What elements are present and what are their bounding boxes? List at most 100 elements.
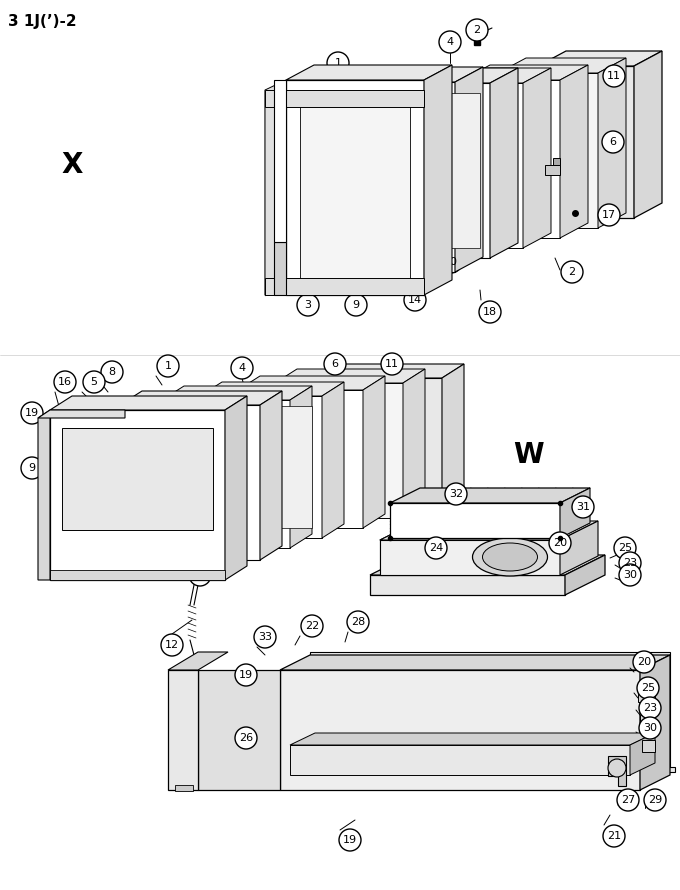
Polygon shape	[265, 80, 286, 295]
Polygon shape	[38, 410, 50, 580]
Text: 12: 12	[165, 640, 179, 650]
Polygon shape	[506, 144, 516, 174]
Ellipse shape	[483, 543, 537, 571]
Polygon shape	[462, 80, 560, 238]
Polygon shape	[38, 410, 125, 418]
Text: 7: 7	[294, 85, 301, 95]
Text: 22: 22	[305, 621, 319, 631]
Polygon shape	[50, 570, 225, 580]
Circle shape	[637, 677, 659, 699]
Polygon shape	[275, 383, 403, 518]
Polygon shape	[198, 670, 280, 790]
Polygon shape	[380, 540, 560, 575]
Polygon shape	[428, 83, 523, 248]
Polygon shape	[498, 58, 626, 73]
Polygon shape	[538, 51, 662, 66]
Text: 15: 15	[193, 570, 207, 580]
Text: W: W	[513, 441, 543, 469]
Text: 14: 14	[408, 295, 422, 305]
Circle shape	[603, 825, 625, 847]
Text: 30: 30	[623, 570, 637, 580]
Circle shape	[619, 552, 641, 574]
Text: 23: 23	[623, 558, 637, 568]
Polygon shape	[200, 396, 322, 538]
Text: X: X	[61, 151, 83, 179]
Text: 27: 27	[621, 795, 635, 805]
Circle shape	[324, 353, 346, 375]
Polygon shape	[523, 68, 551, 248]
Circle shape	[347, 611, 369, 633]
Circle shape	[639, 717, 661, 739]
Polygon shape	[638, 690, 655, 702]
Circle shape	[83, 371, 105, 393]
Polygon shape	[168, 670, 198, 790]
Circle shape	[381, 353, 403, 375]
Polygon shape	[390, 83, 490, 258]
Circle shape	[608, 759, 626, 777]
Polygon shape	[286, 65, 452, 80]
Polygon shape	[120, 391, 282, 405]
Circle shape	[549, 532, 571, 554]
Text: 2: 2	[473, 25, 481, 35]
Polygon shape	[290, 733, 655, 745]
Text: 31: 31	[576, 502, 590, 512]
Polygon shape	[400, 93, 480, 248]
Polygon shape	[403, 369, 425, 518]
Polygon shape	[428, 68, 551, 83]
Circle shape	[301, 615, 323, 637]
Text: 9: 9	[352, 300, 360, 310]
Polygon shape	[424, 65, 452, 295]
Polygon shape	[355, 225, 368, 235]
Polygon shape	[310, 652, 670, 772]
Polygon shape	[286, 80, 424, 295]
Polygon shape	[238, 390, 363, 528]
Circle shape	[479, 301, 501, 323]
Polygon shape	[642, 740, 655, 752]
Text: 8: 8	[108, 367, 116, 377]
Circle shape	[425, 537, 447, 559]
Polygon shape	[312, 364, 464, 378]
Polygon shape	[260, 391, 282, 560]
Circle shape	[614, 537, 636, 559]
Circle shape	[201, 534, 223, 556]
Circle shape	[101, 361, 123, 383]
Text: 19: 19	[25, 408, 39, 418]
Text: 11: 11	[385, 359, 399, 369]
Polygon shape	[300, 94, 410, 281]
Polygon shape	[200, 382, 344, 396]
Polygon shape	[280, 670, 640, 790]
Circle shape	[345, 294, 367, 316]
Polygon shape	[265, 90, 424, 107]
Circle shape	[21, 457, 43, 479]
Polygon shape	[290, 745, 630, 775]
Circle shape	[572, 496, 594, 518]
Polygon shape	[275, 369, 425, 383]
Polygon shape	[455, 67, 483, 272]
Polygon shape	[634, 51, 662, 218]
Polygon shape	[390, 488, 590, 503]
Polygon shape	[345, 82, 455, 272]
Text: 11: 11	[607, 71, 621, 81]
Polygon shape	[225, 396, 247, 580]
Circle shape	[602, 131, 624, 153]
Text: 16: 16	[58, 377, 72, 387]
Circle shape	[404, 289, 426, 311]
Polygon shape	[640, 715, 655, 727]
Text: 19: 19	[343, 835, 357, 845]
Circle shape	[339, 829, 361, 851]
Text: 20: 20	[553, 538, 567, 548]
Circle shape	[603, 65, 625, 87]
Text: 3 1J(’)-2: 3 1J(’)-2	[8, 14, 77, 29]
Text: 13: 13	[205, 540, 219, 550]
Circle shape	[327, 52, 349, 74]
Text: 5: 5	[90, 377, 97, 387]
Text: 4: 4	[447, 37, 454, 47]
Polygon shape	[538, 66, 634, 218]
Polygon shape	[380, 521, 598, 540]
Circle shape	[639, 697, 661, 719]
Text: 17: 17	[602, 210, 616, 220]
Polygon shape	[442, 364, 464, 508]
Polygon shape	[560, 65, 588, 238]
Polygon shape	[162, 400, 290, 548]
Polygon shape	[630, 733, 655, 775]
